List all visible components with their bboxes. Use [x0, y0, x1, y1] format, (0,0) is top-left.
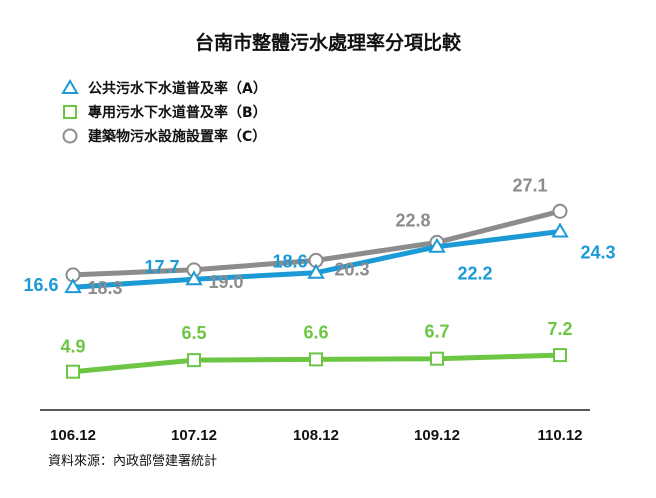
series-b — [66, 348, 567, 379]
data-label: 22.2 — [457, 264, 492, 284]
data-label: 16.6 — [23, 275, 58, 295]
x-tick-label: 107.12 — [171, 427, 217, 444]
circle-marker — [62, 128, 78, 144]
x-tick-label: 108.12 — [293, 427, 339, 444]
triangle-marker — [64, 278, 82, 294]
triangle-marker — [428, 237, 446, 253]
data-label: 20.3 — [334, 259, 369, 279]
data-label: 22.8 — [395, 210, 430, 230]
series-layer — [64, 203, 569, 379]
square-marker — [430, 351, 444, 366]
square-marker — [66, 364, 80, 379]
x-tick-label: 110.12 — [537, 427, 582, 444]
triangle-marker — [551, 222, 569, 238]
data-label: 17.7 — [144, 257, 179, 277]
legend-item: 公共污水下水道普及率（A） — [61, 79, 267, 97]
data-label: 18.3 — [87, 278, 122, 298]
data-label: 6.6 — [303, 322, 328, 342]
legend-label: 專用污水下水道普及率（B） — [88, 104, 267, 121]
square-marker — [187, 353, 201, 368]
series-a — [64, 222, 569, 294]
legend-item: 建築物污水設施設置率（C） — [62, 128, 266, 145]
data-label: 19.0 — [208, 272, 243, 292]
chart-title: 台南市整體污水處理率分項比較 — [195, 31, 462, 54]
data-label: 4.9 — [60, 337, 85, 357]
x-tick-label: 106.12 — [50, 427, 96, 444]
x-axis: 106.12 107.12 108.12 109.12 110.12 — [40, 409, 590, 444]
legend-label: 建築物污水設施設置率（C） — [88, 128, 266, 145]
legend-item: 專用污水下水道普及率（B） — [63, 104, 267, 121]
data-label: 18.6 — [272, 252, 307, 272]
source-note: 資料來源：內政部營建署統計 — [48, 453, 217, 469]
data-label-layer: 16.6 17.7 18.6 22.2 24.3 4.9 6.5 6.6 6.7 7.2 18.3 1… — [23, 175, 615, 356]
data-label: 7.2 — [547, 319, 572, 339]
data-label: 24.3 — [580, 243, 615, 263]
square-marker — [63, 105, 77, 119]
triangle-marker — [185, 270, 203, 286]
x-tick-label: 109.12 — [414, 427, 460, 444]
data-label: 27.1 — [512, 175, 547, 195]
circle-marker — [552, 203, 568, 219]
legend: 公共污水下水道普及率（A） 專用污水下水道普及率（B） 建築物污水設施設置率（C） — [61, 79, 267, 145]
triangle-marker — [307, 263, 325, 279]
square-marker — [553, 348, 567, 363]
data-label: 6.7 — [424, 322, 449, 342]
square-marker — [309, 352, 323, 367]
legend-label: 公共污水下水道普及率（A） — [88, 80, 267, 97]
triangle-marker — [61, 79, 79, 94]
data-label: 6.5 — [181, 323, 206, 343]
